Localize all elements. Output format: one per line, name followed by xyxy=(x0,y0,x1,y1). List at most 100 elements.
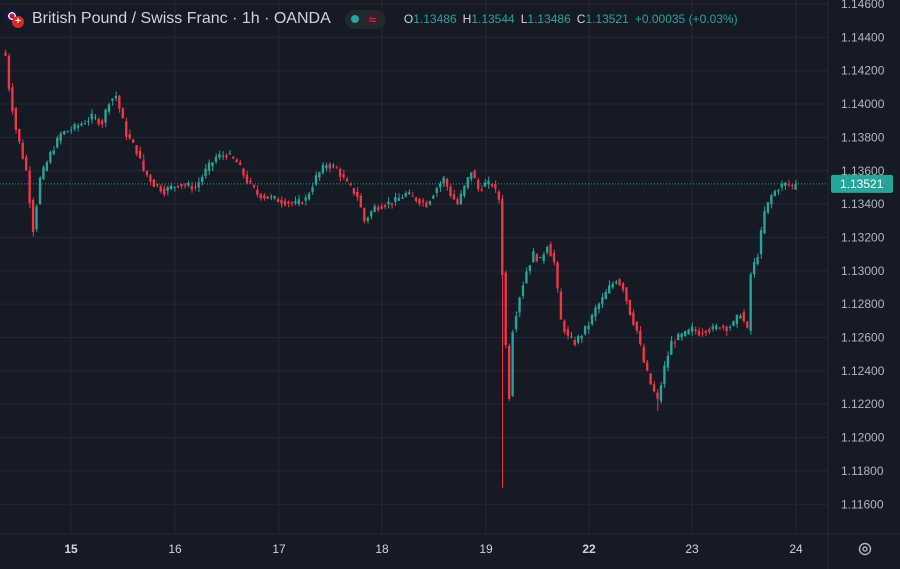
candle-body xyxy=(470,172,473,180)
candle-body xyxy=(83,123,86,125)
candle-body xyxy=(787,184,790,186)
y-tick-label: 1.14000 xyxy=(841,97,885,111)
candle-body xyxy=(345,179,349,182)
candle-body xyxy=(532,251,535,263)
candle-body xyxy=(694,329,697,332)
candle-body xyxy=(97,119,100,125)
candle-body xyxy=(601,297,604,305)
candle-body xyxy=(211,162,214,167)
candle-body xyxy=(697,330,701,336)
candle-body xyxy=(690,326,694,332)
candle-body xyxy=(335,167,338,169)
candle-body xyxy=(766,202,770,213)
candle-body xyxy=(646,362,649,371)
candle-body xyxy=(62,131,66,135)
y-tick-label: 1.14200 xyxy=(841,64,885,78)
candle-body xyxy=(563,320,566,332)
candle-body xyxy=(663,365,666,385)
candle-body xyxy=(511,332,514,396)
candle-body xyxy=(514,316,518,330)
candle-body xyxy=(94,117,97,119)
candle-body xyxy=(297,199,300,205)
candle-body xyxy=(739,315,742,319)
candle-body xyxy=(294,201,297,204)
candle-body xyxy=(435,188,438,193)
candle-body xyxy=(518,297,521,313)
x-tick-label: 19 xyxy=(479,542,493,556)
y-tick-label: 1.13000 xyxy=(841,264,885,278)
candle-body xyxy=(490,184,494,187)
ohlc-low: L1.13486 xyxy=(520,12,571,26)
candle-body xyxy=(480,189,483,191)
candle-body xyxy=(187,183,190,186)
candle-body xyxy=(442,177,445,184)
candle-body xyxy=(432,195,435,199)
gear-icon[interactable] xyxy=(856,540,874,558)
candle-body xyxy=(439,183,442,188)
candle-body xyxy=(228,153,231,155)
candle-body xyxy=(7,55,11,90)
current-price-text: 1.13521 xyxy=(840,177,884,191)
candle-body xyxy=(304,197,307,201)
chart-header: + British Pound / Swiss Franc · 1h · OAN… xyxy=(6,8,738,30)
symbol-title[interactable]: British Pound / Swiss Franc · 1h · OANDA xyxy=(32,10,331,27)
y-tick-label: 1.14400 xyxy=(841,30,885,44)
candle-body xyxy=(328,164,331,169)
candle-body xyxy=(273,196,276,199)
candle-body xyxy=(180,184,183,187)
candle-body xyxy=(504,272,507,346)
candle-body xyxy=(73,123,76,130)
candle-body xyxy=(652,384,656,392)
candle-body xyxy=(69,129,73,131)
candle-body xyxy=(556,262,559,289)
candle-body xyxy=(701,332,704,334)
candle-body xyxy=(218,154,221,158)
candle-body xyxy=(580,336,583,339)
candle-body xyxy=(38,177,42,205)
candle-body xyxy=(225,155,228,158)
market-status[interactable]: ≈ xyxy=(344,9,386,29)
candle-body xyxy=(583,325,587,335)
candle-body xyxy=(414,197,418,202)
candle-body xyxy=(659,385,663,401)
candle-body xyxy=(725,326,728,332)
candle-body xyxy=(387,201,390,205)
candle-body xyxy=(318,172,321,178)
candle-body xyxy=(21,142,24,159)
candle-body xyxy=(780,184,783,188)
candle-body xyxy=(245,174,249,183)
candle-body xyxy=(311,187,314,192)
y-tick-label: 1.13400 xyxy=(841,197,885,211)
candle-body xyxy=(376,207,380,211)
y-tick-label: 1.14600 xyxy=(841,0,885,11)
x-tick-label: 22 xyxy=(582,542,596,556)
candle-body xyxy=(325,165,328,169)
candle-body xyxy=(718,327,721,329)
candle-body xyxy=(301,202,304,204)
candle-body xyxy=(577,336,580,343)
candle-body xyxy=(352,187,356,194)
candle-body xyxy=(784,182,787,186)
candle-body xyxy=(677,333,680,341)
candle-body xyxy=(394,197,397,202)
candle-body xyxy=(773,191,776,196)
candle-body xyxy=(200,176,204,182)
candle-body xyxy=(728,326,732,328)
market-open-dot-icon xyxy=(350,15,359,23)
candle-body xyxy=(176,185,180,188)
candle-body xyxy=(145,170,149,176)
candle-body xyxy=(494,184,497,189)
candle-body xyxy=(456,199,459,205)
candle-body xyxy=(545,246,549,253)
candle-body xyxy=(735,314,739,325)
candle-body xyxy=(411,195,414,197)
candle-body xyxy=(749,274,752,331)
candle-body xyxy=(276,199,280,203)
candle-body xyxy=(559,291,563,320)
price-axis[interactable]: 1.14600 1.14400 1.14200 1.14000 1.13800 1.136… xyxy=(841,0,885,511)
candle-body xyxy=(169,185,173,190)
candle-body xyxy=(342,174,345,178)
x-tick-label: 17 xyxy=(272,542,286,556)
